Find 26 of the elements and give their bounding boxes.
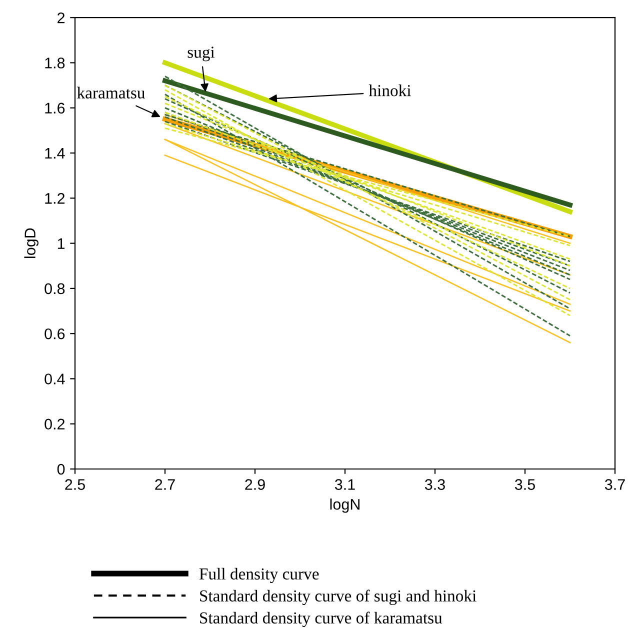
- y-tick-label: 0.6: [44, 328, 65, 340]
- x-tick-label: 3.7: [604, 479, 625, 490]
- y-tick-label: 0: [57, 464, 65, 475]
- text: Standard density curve of karamatsu: [200, 612, 442, 627]
- x-tick-label: 2.7: [155, 479, 175, 490]
- y-tick-label: 0.2: [44, 418, 65, 430]
- x-tick-label: 3.1: [334, 479, 355, 490]
- y-tick-label: 1.8: [45, 58, 65, 68]
- y-tick-label: 0.4: [44, 374, 65, 384]
- x-tick-label: 2.9: [245, 479, 265, 490]
- text: Standard density curve of sugi and hinoki: [200, 590, 476, 606]
- x-tick-label: 2.5: [65, 479, 85, 490]
- y-tick-label: 1.2: [45, 193, 65, 204]
- text: Full density curve: [199, 568, 319, 584]
- y-tick-label: 1: [58, 238, 65, 249]
- y-tick-label: 1.6: [45, 102, 65, 114]
- x-tick-label: 3.3: [424, 479, 445, 490]
- annotation: karamatsu: [77, 86, 145, 99]
- y-axis-title: logD: [24, 228, 38, 258]
- x-tick-label: 3.5: [514, 479, 535, 490]
- x-axis-title: logN: [330, 498, 360, 513]
- y-tick-label: 1.4: [45, 148, 65, 159]
- annotation: hinoki: [368, 84, 411, 96]
- annotation: sugi: [188, 46, 215, 62]
- y-tick-label: 0.8: [44, 283, 65, 294]
- y-tick-label: 2: [58, 12, 65, 24]
